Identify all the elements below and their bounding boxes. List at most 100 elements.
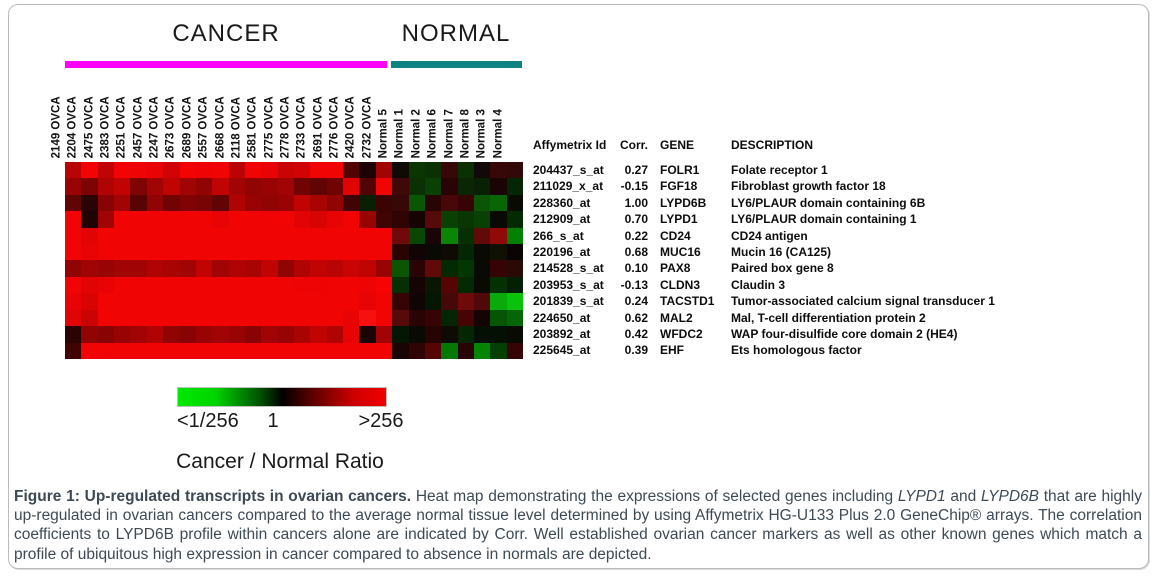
heatmap-cell [310, 326, 327, 343]
heatmap-cell [457, 194, 474, 212]
heatmap-cell [179, 260, 196, 277]
heatmap-cell [392, 244, 409, 261]
heatmap-cell [490, 211, 507, 228]
corr-value: 0.62 [624, 310, 648, 325]
heatmap-cell [65, 227, 82, 245]
heatmap-cell [163, 260, 180, 277]
heatmap-cell [81, 211, 98, 228]
heatmap-cell [228, 276, 245, 294]
heatmap-cell [179, 244, 196, 261]
heatmap-cell [310, 260, 327, 277]
heatmap-cell [163, 276, 180, 294]
affymetrix-id: 211029_x_at [533, 179, 604, 194]
heatmap-cell [457, 276, 474, 294]
column-label: 2775 OVCA [263, 95, 276, 158]
heatmap-cell [97, 276, 115, 294]
heatmap-cell [424, 342, 442, 359]
heatmap-cell [506, 194, 523, 212]
gene-symbol: CLDN3 [660, 277, 701, 292]
heatmap-cell [310, 227, 327, 245]
heatmap-cell [490, 227, 507, 245]
heatmap-cell [212, 293, 229, 310]
gene-description: Mucin 16 (CA125) [731, 245, 832, 259]
heatmap-cell [359, 326, 376, 343]
gene-symbol: CD24 [660, 228, 691, 243]
heatmap-cell [294, 326, 311, 343]
caption-segment: that are highly up-regulated in ovarian … [14, 488, 1142, 563]
heatmap-cell [343, 293, 360, 310]
heatmap-cell [424, 276, 442, 294]
heatmap-cell [375, 194, 393, 212]
heatmap-cell [326, 227, 344, 245]
caption-segment: Heat map demonstrating the expressions o… [411, 488, 898, 505]
heatmap-cell [506, 260, 523, 277]
heatmap-cell [424, 260, 442, 277]
heatmap-cell [179, 342, 196, 359]
colorbar-title: Cancer / Normal Ratio [176, 450, 384, 473]
corr-value: 1.00 [624, 195, 648, 210]
heatmap-cell [490, 309, 507, 327]
heatmap-cell [277, 260, 294, 277]
heatmap-cell [473, 309, 491, 327]
heatmap-cell [261, 162, 278, 179]
heatmap-cell [359, 276, 376, 294]
heatmap-cell [408, 276, 425, 294]
heatmap-cell [228, 162, 245, 179]
heatmap-cell [310, 211, 327, 228]
heatmap-cell [424, 162, 442, 179]
normal-group-bar [391, 61, 522, 68]
heatmap-cell [228, 342, 245, 359]
heatmap-cell [97, 162, 115, 179]
heatmap-cell [441, 260, 458, 277]
gene-description: Tumor-associated calcium signal transduc… [731, 294, 995, 309]
heatmap-cell [326, 326, 344, 343]
heatmap-cell [506, 342, 523, 359]
heatmap-cell [392, 276, 409, 294]
heatmap-cell [228, 227, 245, 245]
heatmap-cell [473, 276, 491, 294]
heatmap-cell [228, 326, 245, 343]
heatmap-cell [228, 260, 245, 277]
heatmap-cell [343, 309, 360, 327]
heatmap-cell [473, 293, 491, 310]
heatmap-cell [97, 227, 115, 245]
heatmap-cell [261, 211, 278, 228]
heatmap-cell [146, 276, 164, 294]
heatmap-cell [294, 276, 311, 294]
heatmap-cell [228, 309, 245, 327]
heatmap-cell [375, 326, 393, 343]
heatmap-cell [392, 260, 409, 277]
heatmap-cell [179, 293, 196, 310]
heatmap-cell [310, 244, 327, 261]
heatmap-cell [277, 178, 294, 195]
heatmap-cell [375, 342, 393, 359]
heatmap-cell [343, 162, 360, 179]
heatmap-cell [228, 194, 245, 212]
heatmap-cell [97, 244, 115, 261]
column-label: 2778 OVCA [279, 95, 292, 158]
gene-description: Claudin 3 [731, 277, 786, 292]
heatmap-cell [490, 326, 507, 343]
column-label: Normal 3 [475, 108, 488, 158]
heatmap-cell [294, 162, 311, 179]
heatmap-cell [424, 227, 442, 245]
heatmap-cell [81, 309, 98, 327]
heatmap-cell [490, 260, 507, 277]
heatmap-cell [212, 162, 229, 179]
heatmap-cell [261, 227, 278, 245]
heatmap-cell [146, 194, 164, 212]
heatmap-cell [408, 244, 425, 261]
heatmap-cell [294, 309, 311, 327]
heatmap-cell [195, 194, 213, 212]
heatmap-cell [490, 194, 507, 212]
column-label: 2776 OVCA [328, 95, 341, 158]
heatmap-cell [261, 194, 278, 212]
affymetrix-id: 225645_at [533, 343, 591, 358]
heatmap-cell [277, 326, 294, 343]
gene-symbol: MUC16 [660, 245, 701, 259]
heatmap-cell [457, 326, 474, 343]
heatmap-cell [244, 293, 262, 310]
column-label: 2383 OVCA [99, 95, 112, 158]
heatmap-cell [130, 211, 147, 228]
heatmap-cell [277, 342, 294, 359]
